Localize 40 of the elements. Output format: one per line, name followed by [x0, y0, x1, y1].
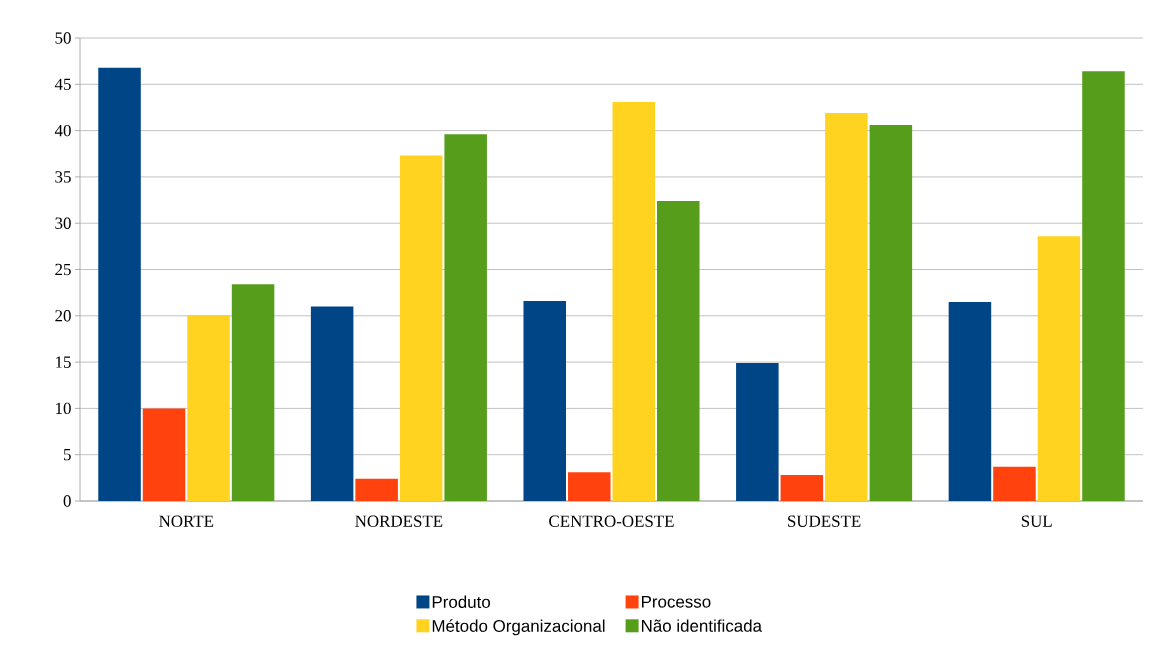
bar	[399, 155, 443, 501]
legend-label: Não identificada	[641, 619, 762, 632]
legend-label: Produto	[432, 595, 491, 609]
bar	[444, 134, 487, 501]
x-tick-label: NORDESTE	[355, 515, 443, 527]
y-tick-label: 30	[55, 217, 71, 229]
bar	[869, 125, 913, 501]
y-tick-label: 0	[63, 495, 71, 507]
x-tick-label: SUL	[1021, 515, 1052, 527]
y-tick-label: 10	[56, 402, 71, 415]
bar	[736, 363, 779, 501]
y-tick-label: 40	[54, 124, 71, 137]
bar	[1082, 71, 1125, 501]
bar	[780, 475, 824, 501]
bar	[187, 314, 230, 501]
bar	[310, 306, 354, 501]
bar	[993, 466, 1036, 501]
y-tick-label: 5	[64, 449, 71, 461]
y-tick-label: 15	[56, 356, 71, 368]
bar	[142, 408, 186, 501]
bar	[98, 67, 141, 501]
bar	[567, 472, 611, 501]
bar	[523, 300, 566, 501]
x-tick-label: NORTE	[159, 515, 214, 527]
bar	[231, 284, 275, 501]
x-tick-label: CENTRO-OESTE	[549, 515, 674, 527]
y-tick-label: 25	[55, 263, 71, 276]
y-tick-label: 50	[55, 32, 71, 44]
bar	[657, 200, 700, 501]
y-tick-label: 20	[55, 310, 71, 322]
bar	[1037, 236, 1081, 501]
bar	[948, 301, 992, 501]
x-tick-label: SUDESTE	[788, 515, 861, 527]
legend-label: Processo	[641, 595, 711, 608]
bar	[612, 101, 656, 501]
legend-label: Método Organizacional	[432, 619, 605, 636]
bar	[825, 113, 868, 501]
y-tick-label: 35	[55, 171, 71, 183]
bar	[355, 478, 398, 501]
y-tick-label: 45	[54, 78, 71, 90]
